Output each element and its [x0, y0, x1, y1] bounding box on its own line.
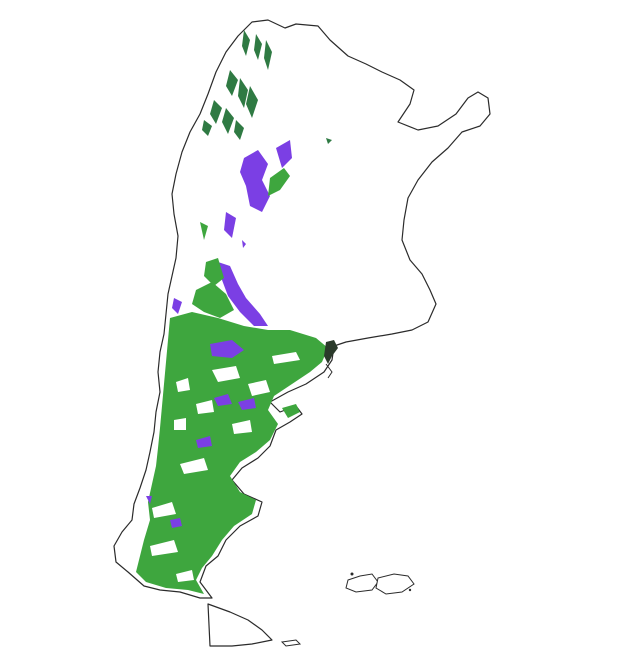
parana-delta [324, 340, 338, 364]
staten-island [280, 639, 302, 647]
falkland-islands [345, 572, 415, 595]
purple-class-south [146, 340, 256, 528]
north-vegetation-fragments [202, 30, 332, 144]
green-class-north-central [192, 168, 290, 318]
tierra-del-fuego-outline [207, 603, 273, 647]
non-vegetated-gaps [150, 352, 300, 582]
rio-de-la-plata-coast [325, 363, 333, 379]
